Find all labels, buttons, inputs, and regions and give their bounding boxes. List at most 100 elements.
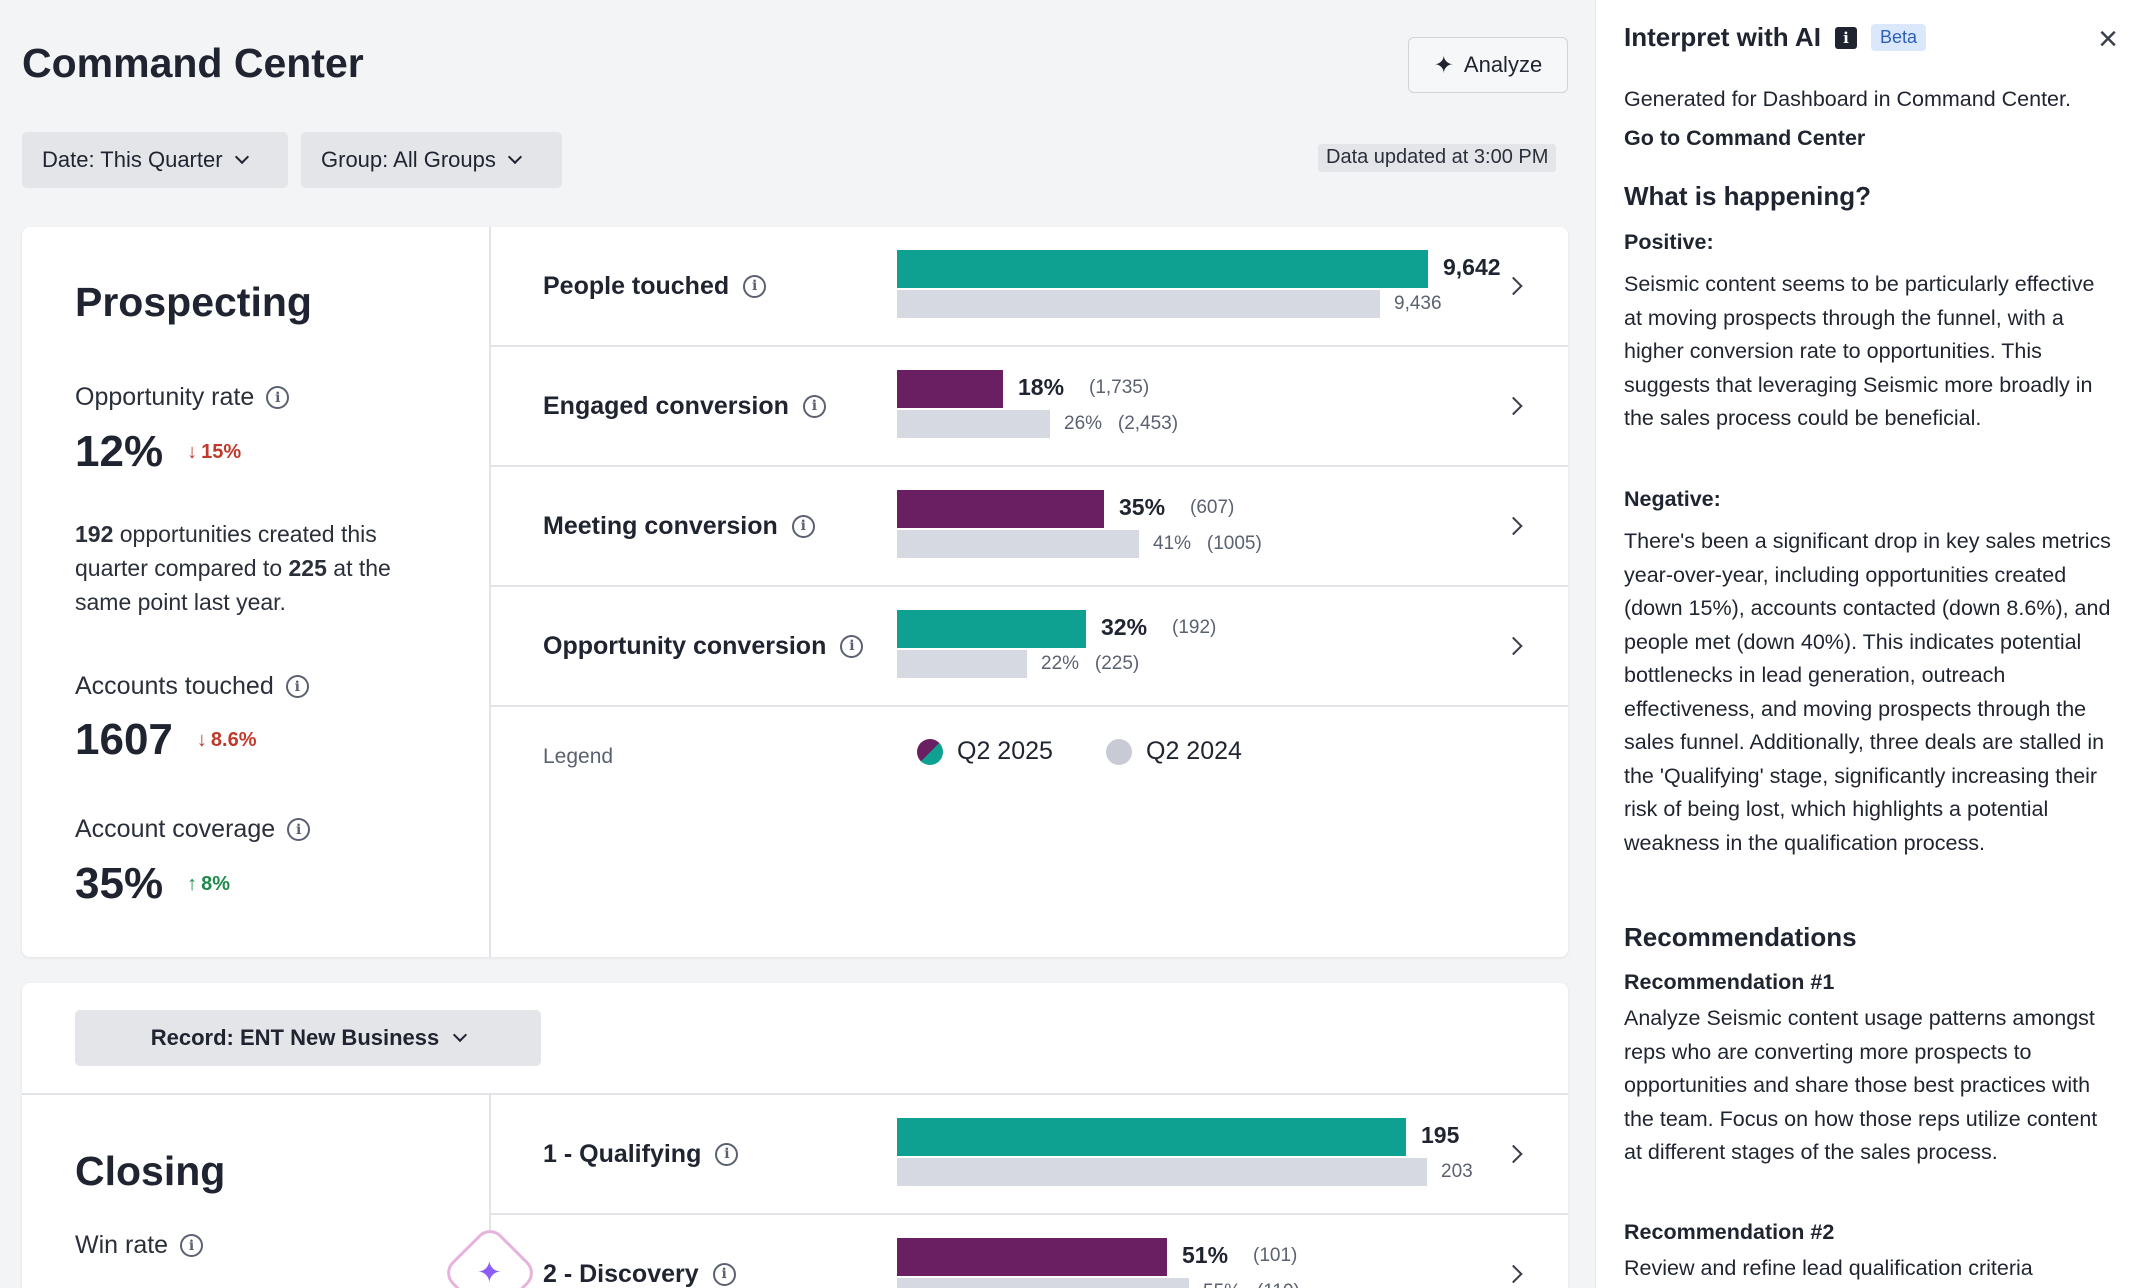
account-coverage-label: Account coverage i [75,815,311,844]
negative-text: There's been a significant drop in key s… [1624,529,2111,855]
bar-current [897,490,1104,528]
chevron-right-icon[interactable] [1504,396,1523,416]
info-icon[interactable]: i [712,1262,736,1286]
chevron-down-icon [453,1027,468,1043]
desc-count: 192 [75,521,114,547]
chevron-right-icon[interactable] [1504,516,1523,536]
close-icon[interactable]: × [2098,20,2118,58]
recommendation-2-text: Review and refine lead qualification cri… [1624,1256,2033,1280]
recommendation-2-label: Recommendation #2 [1624,1220,1835,1244]
opportunity-description: 192 opportunities created this quarter c… [75,517,445,619]
comparison-row[interactable]: 2 - Discovery i 51% (101) 55% (110) [491,1215,1568,1288]
value-current: 9,642 [1443,254,1501,280]
comparison-row[interactable]: Meeting conversion i 35% (607) 41% (1005) [491,467,1568,587]
analyze-label: Analyze [1463,52,1543,77]
prospecting-title: Prospecting [75,279,312,325]
desc-prev: 225 [288,555,327,581]
bar-current [897,370,1003,408]
comparison-row[interactable]: People touched i 9,642 9,436 [491,227,1568,347]
analyze-button[interactable]: ✦ Analyze [1408,37,1568,93]
chevron-right-icon[interactable] [1504,276,1523,296]
accounts-touched-delta-value: 8.6% [210,728,257,751]
row-label-text: Meeting conversion [543,511,778,540]
info-icon[interactable]: i [266,386,290,409]
chevron-right-icon[interactable] [1504,1144,1523,1164]
legend-previous-label: Q2 2024 [1146,737,1242,765]
sparkle-icon: ✦ [1433,51,1454,79]
info-icon[interactable]: i [715,1142,739,1166]
bar-current [897,1238,1167,1276]
info-icon[interactable]: i [1834,26,1857,49]
bar-previous [897,410,1050,438]
bar-current [897,1118,1406,1156]
arrow-down-icon: ↓ [196,728,207,751]
info-icon[interactable]: i [840,634,864,658]
win-rate-label-text: Win rate [75,1231,169,1259]
info-icon[interactable]: i [285,675,309,698]
opportunity-rate-delta-value: 15% [201,440,242,463]
account-coverage-value: 35% ↑ 8% [75,859,230,909]
value-previous: 26% (2,453) [1064,413,1179,434]
closing-divider [22,1093,1568,1095]
card-divider [489,1093,491,1288]
value-current: 195 [1421,1122,1460,1148]
value-current: 35% [1119,494,1166,520]
group-filter-label: Group: All Groups [321,147,496,172]
value-previous: 41% (1005) [1153,533,1262,554]
go-to-command-center-link[interactable]: Go to Command Center [1624,126,1866,150]
info-icon[interactable]: i [791,514,815,538]
legend-item-current: Q2 2025 [917,737,1053,766]
main-area: Command Center ✦ Analyze Date: This Quar… [22,37,1568,1288]
record-dropdown[interactable]: Record: ENT New Business [75,1010,541,1066]
bar-previous [897,1158,1427,1186]
info-icon[interactable]: i [180,1234,204,1257]
info-icon[interactable]: i [743,274,767,298]
comparison-row[interactable]: 1 - Qualifying i 195 203 [491,1095,1568,1215]
legend-item-previous: Q2 2024 [1106,737,1242,766]
positive-label: Positive: [1624,230,1714,254]
desc-text-a: opportunities created this quarter compa… [75,521,377,581]
win-rate-label: Win rate i [75,1231,204,1260]
legend-current-label: Q2 2025 [957,737,1053,765]
row-label-text: 2 - Discovery [543,1259,699,1288]
recommendation-1-text: Analyze Seismic content usage patterns a… [1624,1006,2098,1164]
bar-previous [897,650,1027,678]
date-filter[interactable]: Date: This Quarter [22,132,288,188]
comparison-row[interactable]: Opportunity conversion i 32% (192) 22% (225) [491,587,1568,707]
accounts-touched-number: 1607 [75,715,173,764]
info-icon[interactable]: i [802,394,826,418]
value-previous: 203 [1441,1161,1473,1182]
legend-label: Legend [543,745,614,768]
panel-title: Interpret with AI i Beta [1624,22,1926,53]
recommendation-1-label: Recommendation #1 [1624,970,1835,994]
positive-text: Seismic content seems to be particularly… [1624,272,2095,430]
value-current: 51% [1182,1242,1229,1268]
info-icon[interactable]: i [287,818,311,841]
value-current: 32% [1101,614,1148,640]
row-label: Engaged conversion i [543,347,826,465]
value-current-count: (607) [1190,497,1235,518]
panel-title-text: Interpret with AI [1624,22,1821,52]
beta-badge: Beta [1870,24,1926,51]
accounts-touched-label-text: Accounts touched [75,672,274,700]
value-previous: 22% (225) [1041,653,1140,674]
interpret-ai-panel: Interpret with AI i Beta × Generated for… [1595,0,2134,1288]
negative-label: Negative: [1624,487,1721,511]
row-label: 2 - Discovery i [543,1215,736,1288]
card-divider [489,227,491,957]
page-title: Command Center [22,40,364,86]
accounts-touched-delta: ↓ 8.6% [197,729,257,752]
chevron-right-icon[interactable] [1504,1264,1523,1284]
opportunity-rate-number: 12% [75,427,164,476]
happening-heading: What is happening? [1624,181,1871,211]
closing-title: Closing [75,1148,226,1194]
prospecting-card: Prospecting Opportunity rate i 12% ↓ 15% … [22,227,1568,957]
comparison-row[interactable]: Engaged conversion i 18% (1,735) 26% (2,453) [491,347,1568,467]
value-current-count: (101) [1253,1245,1298,1266]
value-current-count: (1,735) [1089,377,1150,398]
chevron-right-icon[interactable] [1504,636,1523,656]
value-current-count: (192) [1172,617,1217,638]
value-current: 18% [1018,374,1065,400]
opportunity-rate-label-text: Opportunity rate [75,383,255,411]
group-filter[interactable]: Group: All Groups [301,132,562,188]
